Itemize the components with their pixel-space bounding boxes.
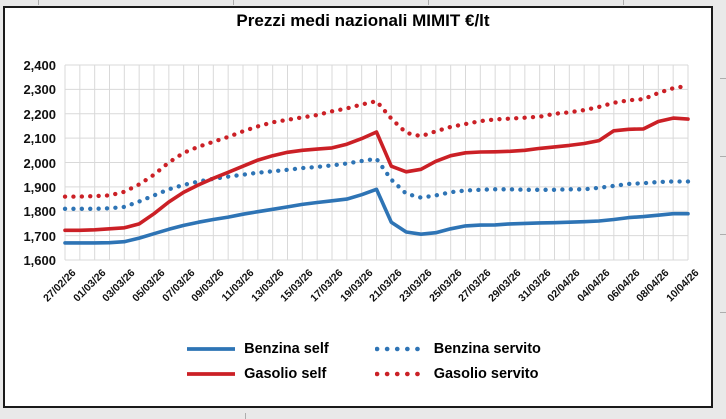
y-tick-label: 1,900 [23, 179, 56, 195]
sheet-row-separator [720, 156, 726, 157]
legend-item-benzina-self[interactable]: Benzina self [185, 341, 329, 357]
legend-label: Benzina self [244, 341, 329, 357]
sheet-row-separator [720, 78, 726, 79]
chart-area[interactable] [3, 6, 713, 408]
legend-item-benzina-servito[interactable]: Benzina servito [374, 341, 541, 357]
solid-line-icon [187, 347, 236, 351]
dotted-line-icon [374, 371, 427, 377]
sheet-row-separator [720, 234, 726, 235]
legend-label: Gasolio self [244, 366, 327, 382]
legend-label: Benzina servito [433, 341, 541, 357]
y-tick-label: 2,100 [23, 131, 56, 147]
y-tick-label: 2,200 [23, 106, 56, 122]
sheet-row-separator [720, 312, 726, 313]
legend-item-gasolio-self[interactable]: Gasolio self [185, 366, 329, 382]
y-tick-label: 1,700 [23, 228, 56, 244]
sheet-column-separator [245, 413, 246, 419]
y-tick-label: 1,800 [23, 204, 56, 220]
y-tick-label: 2,400 [23, 58, 56, 73]
sheet-column-separator [233, 0, 234, 5]
legend-label: Gasolio servito [433, 366, 539, 382]
y-tick-label: 2,000 [23, 155, 56, 171]
y-tick-label: 1,600 [23, 253, 56, 268]
sheet-column-separator [623, 0, 624, 5]
dotted-line-icon [374, 346, 427, 352]
y-tick-label: 2,300 [23, 82, 56, 98]
chart-legend: Benzina self Benzina servito Gasolio sel… [0, 341, 726, 382]
sheet-column-separator [428, 0, 429, 5]
sheet-column-separator [38, 0, 39, 5]
chart-title: Prezzi medi nazionali MIMIT €/lt [236, 11, 490, 30]
legend-item-gasolio-servito[interactable]: Gasolio servito [374, 366, 541, 382]
solid-line-icon [187, 372, 236, 376]
